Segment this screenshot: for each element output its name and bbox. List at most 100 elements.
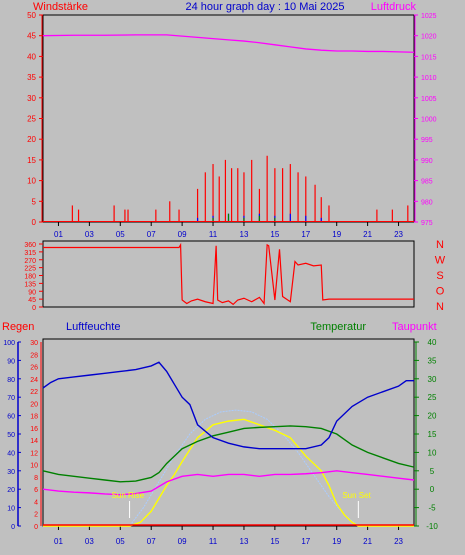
chart-title: 24 hour graph day : 10 Mai 2025 bbox=[185, 1, 344, 13]
rain-tick-label: 6 bbox=[34, 487, 38, 494]
direction-tick-label: 45 bbox=[28, 297, 36, 304]
left-tick-label: 20 bbox=[27, 135, 36, 144]
x-tick-label: 03 bbox=[85, 230, 94, 239]
x-tick-label: 21 bbox=[363, 537, 372, 546]
x-tick-label: 19 bbox=[332, 230, 341, 239]
direction-tick-label: 135 bbox=[24, 281, 36, 288]
x-tick-label: 05 bbox=[116, 537, 125, 546]
x-tick-label: 17 bbox=[301, 537, 310, 546]
temperature-tick-label: 5 bbox=[430, 467, 435, 476]
humidity-tick-label: 10 bbox=[7, 506, 15, 513]
rain-tick-label: 2 bbox=[34, 512, 38, 519]
rain-tick-label: 14 bbox=[30, 438, 38, 445]
right-tick-label: 985 bbox=[421, 179, 433, 186]
left-tick-label: 50 bbox=[27, 11, 36, 20]
direction-tick-label: 360 bbox=[24, 242, 36, 249]
temperatur-label: Temperatur bbox=[310, 321, 366, 333]
x-tick-label: 15 bbox=[270, 537, 279, 546]
humidity-tick-label: 20 bbox=[7, 487, 15, 494]
direction-letter: S bbox=[436, 270, 443, 282]
x-tick-label: 01 bbox=[54, 230, 63, 239]
left-tick-label: 15 bbox=[27, 156, 36, 165]
right-tick-label: 1000 bbox=[421, 117, 437, 124]
direction-tick-label: 0 bbox=[32, 305, 36, 312]
x-tick-label: 09 bbox=[178, 230, 187, 239]
direction-letter: O bbox=[436, 286, 445, 298]
humidity-tick-label: 30 bbox=[7, 469, 15, 476]
humidity-tick-label: 40 bbox=[7, 450, 15, 457]
direction-letter: N bbox=[436, 301, 444, 313]
rain-tick-label: 10 bbox=[30, 463, 38, 470]
x-tick-label: 11 bbox=[209, 230, 218, 239]
regen-label: Regen bbox=[2, 321, 34, 333]
direction-tick-label: 180 bbox=[24, 274, 36, 281]
left-tick-label: 30 bbox=[27, 94, 36, 103]
x-tick-label: 07 bbox=[147, 230, 156, 239]
wind-pressure-plot bbox=[42, 14, 415, 223]
temperature-tick-label: 30 bbox=[428, 375, 437, 384]
direction-tick-label: 90 bbox=[28, 289, 36, 296]
x-tick-label: 11 bbox=[209, 537, 218, 546]
humidity-tick-label: 60 bbox=[7, 414, 15, 421]
humidity-tick-label: 80 bbox=[7, 377, 15, 384]
right-tick-label: 980 bbox=[421, 199, 433, 206]
solar-radiation-line bbox=[43, 418, 414, 527]
humidity-tick-label: 70 bbox=[7, 395, 15, 402]
right-tick-label: 1025 bbox=[421, 13, 437, 20]
x-tick-label: 07 bbox=[147, 537, 156, 546]
x-tick-label: 05 bbox=[116, 230, 125, 239]
sunset-label: Sun Set bbox=[342, 491, 371, 500]
temperature-tick-label: -10 bbox=[426, 522, 438, 531]
right-tick-label: 990 bbox=[421, 158, 433, 165]
x-tick-label: 21 bbox=[363, 230, 372, 239]
temperature-tick-label: -5 bbox=[428, 504, 436, 513]
sunrise-label: Sun Rise bbox=[112, 491, 145, 500]
right-tick-label: 1020 bbox=[421, 34, 437, 41]
wind-direction-line bbox=[43, 242, 414, 306]
wind-direction-plot bbox=[42, 240, 415, 308]
temperature-tick-label: 10 bbox=[428, 448, 437, 457]
windstaerke-label: Windstärke bbox=[33, 1, 88, 13]
left-tick-label: 45 bbox=[27, 32, 36, 41]
left-tick-label: 0 bbox=[32, 218, 37, 227]
rain-tick-label: 16 bbox=[30, 426, 38, 433]
rain-tick-label: 22 bbox=[30, 389, 38, 396]
rain-tick-label: 26 bbox=[30, 365, 38, 372]
rain-tick-label: 18 bbox=[30, 414, 38, 421]
right-tick-label: 995 bbox=[421, 137, 433, 144]
x-tick-label: 13 bbox=[240, 230, 249, 239]
humidity-tick-label: 0 bbox=[11, 524, 15, 531]
x-tick-label: 03 bbox=[85, 537, 94, 546]
direction-letter: N bbox=[436, 239, 444, 251]
direction-tick-label: 270 bbox=[24, 258, 36, 265]
rain-tick-label: 12 bbox=[30, 450, 38, 457]
temperature-tick-label: 25 bbox=[428, 393, 437, 402]
right-tick-label: 1010 bbox=[421, 75, 437, 82]
temperature-tick-label: 15 bbox=[428, 430, 437, 439]
x-tick-label: 01 bbox=[54, 537, 63, 546]
dewpoint-line bbox=[42, 470, 415, 496]
left-tick-label: 25 bbox=[27, 115, 36, 124]
humidity-tick-label: 50 bbox=[7, 432, 15, 439]
rain-tick-label: 28 bbox=[30, 352, 38, 359]
rain-tick-label: 24 bbox=[30, 377, 38, 384]
temperature-tick-label: 35 bbox=[428, 356, 437, 365]
right-tick-label: 1015 bbox=[421, 54, 437, 61]
humidity-tick-label: 90 bbox=[7, 358, 15, 365]
x-tick-label: 13 bbox=[240, 537, 249, 546]
left-tick-label: 5 bbox=[32, 197, 37, 206]
direction-letter: W bbox=[435, 255, 446, 267]
temperature-tick-label: 0 bbox=[430, 485, 435, 494]
left-tick-label: 10 bbox=[27, 177, 36, 186]
luftdruck-label: Luftdruck bbox=[371, 1, 417, 13]
rain-tick-label: 0 bbox=[34, 524, 38, 531]
rain-tick-label: 4 bbox=[34, 499, 38, 506]
temperature-tick-label: 40 bbox=[428, 338, 437, 347]
rain-tick-label: 30 bbox=[30, 340, 38, 347]
temperature-tick-label: 20 bbox=[428, 412, 437, 421]
x-tick-label: 23 bbox=[394, 537, 403, 546]
right-tick-label: 975 bbox=[421, 220, 433, 227]
right-tick-label: 1005 bbox=[421, 96, 437, 103]
solar-max-line bbox=[43, 409, 414, 527]
